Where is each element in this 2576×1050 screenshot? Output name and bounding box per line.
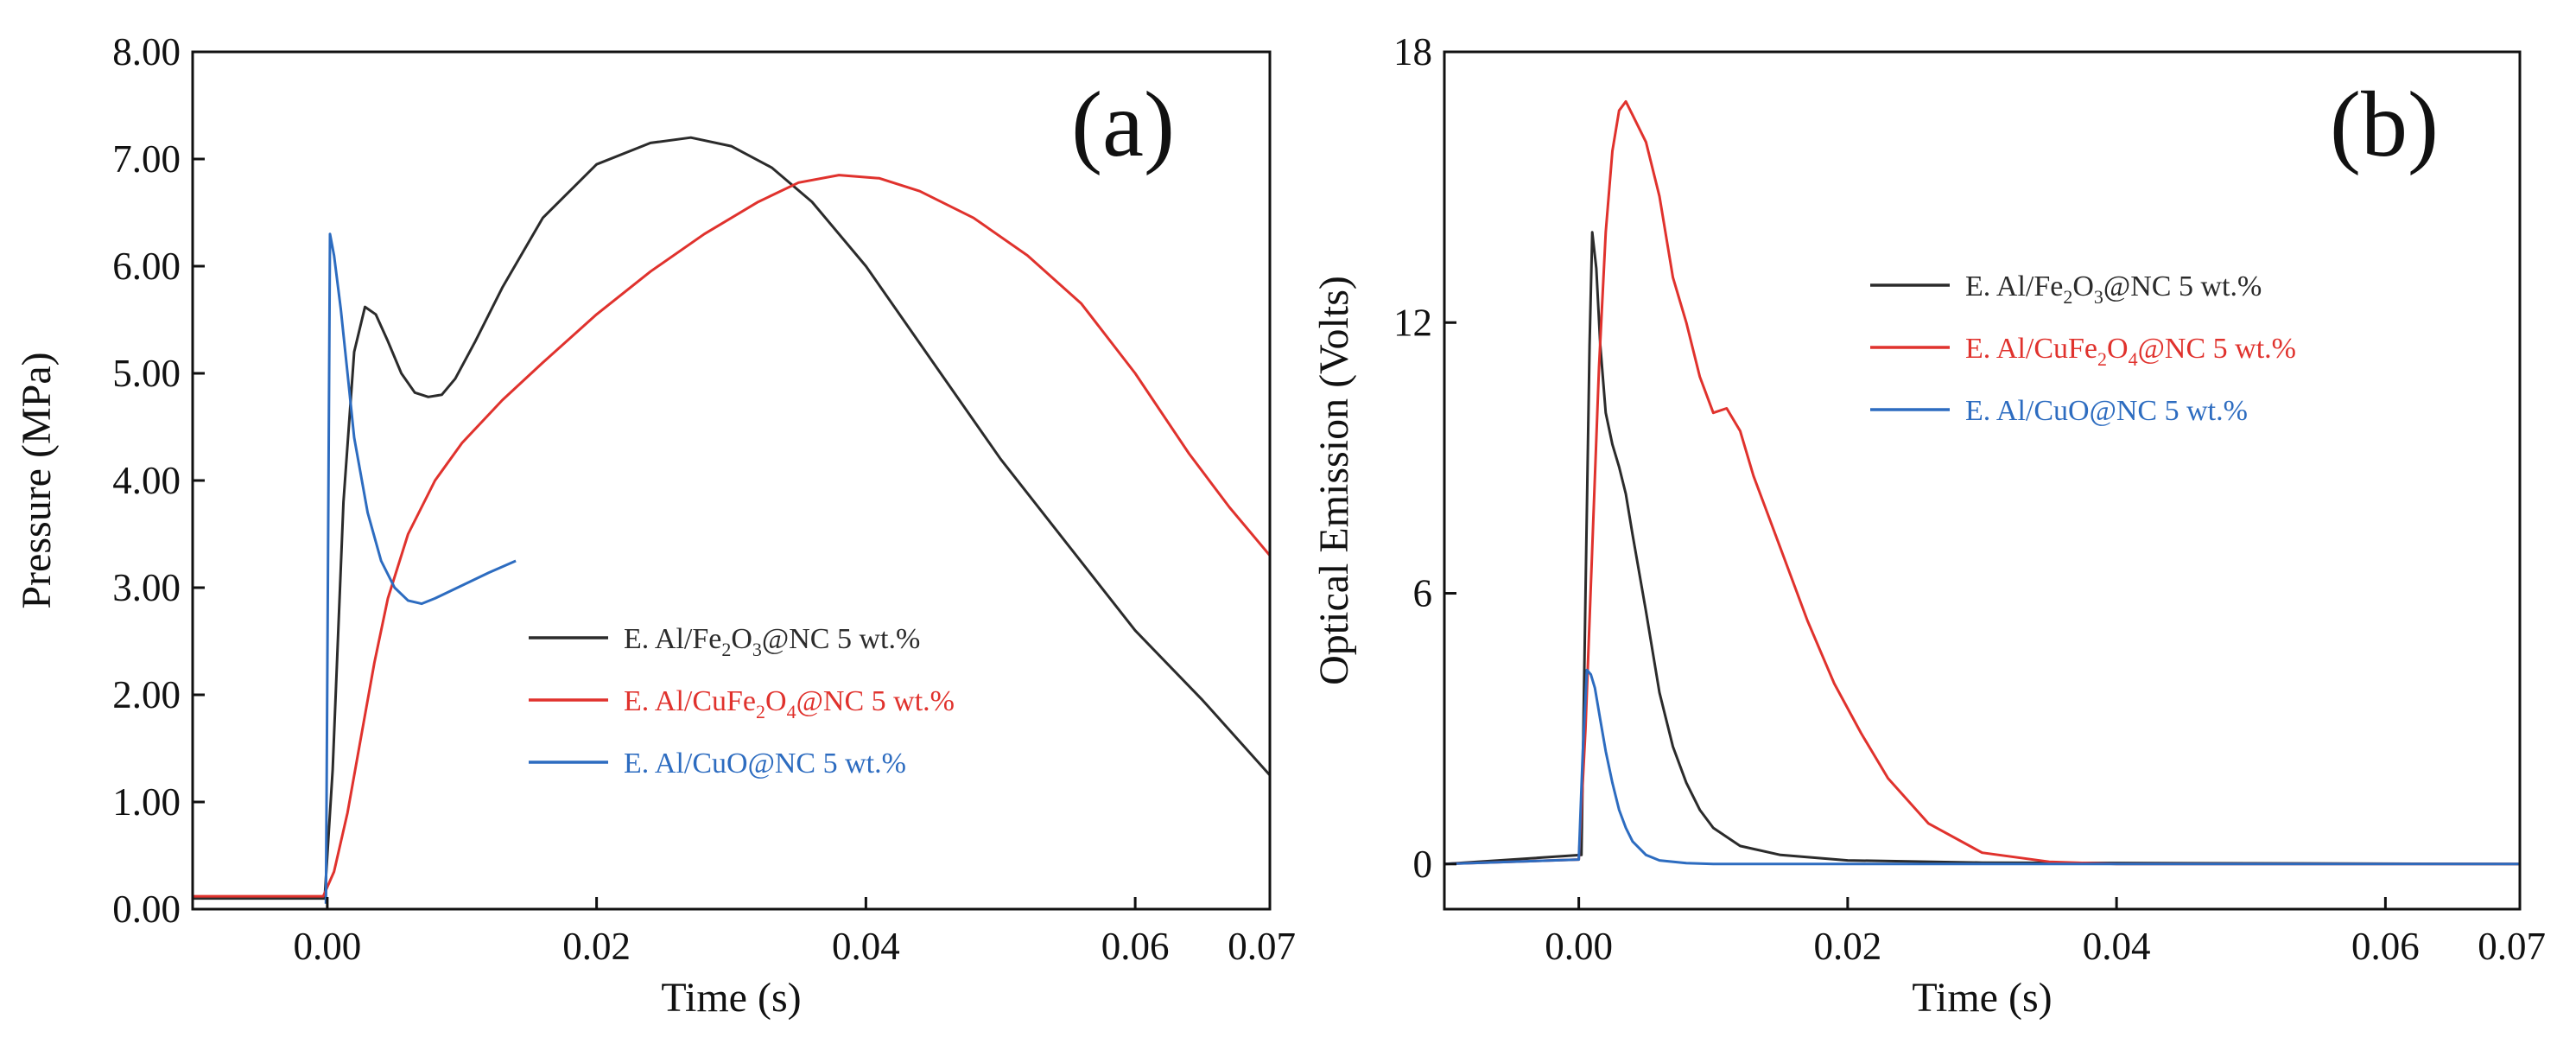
y-tick-label: 1.00: [112, 780, 181, 824]
y-tick-label: 2.00: [112, 673, 181, 716]
legend: E. Al/Fe2O3@NC 5 wt.% E. Al/CuFe2O4@NC 5 …: [529, 623, 955, 780]
y-tick-label: 6.00: [112, 245, 181, 288]
plot-frame: [1443, 50, 2522, 911]
y-tick-label: 0: [1413, 843, 1433, 886]
y-tick-label: 3.00: [112, 566, 181, 609]
x-tick-label: 0.04: [2083, 925, 2151, 968]
y-axis-title: Optical Emission (Volts): [1311, 276, 1357, 685]
legend-entry: E. Al/Fe2O3@NC 5 wt.%: [624, 623, 920, 660]
series-line-2: [193, 174, 1270, 898]
y-axis-title: Pressure (MPa): [14, 352, 60, 608]
series-line-2: [1444, 99, 2520, 866]
legend-entry: E. Al/CuO@NC 5 wt.%: [1965, 395, 2248, 427]
y-tick-label: 6: [1413, 572, 1433, 615]
legend-entry: E. Al/Fe2O3@NC 5 wt.%: [1965, 270, 2262, 308]
panel-b-optical-emission-chart: 0 6 12 18 0.00 0.02 0.04 0.06 0.07 Time (s) Optica…: [1311, 30, 2546, 1021]
legend-entry: E. Al/CuFe2O4@NC 5 wt.%: [624, 685, 955, 722]
series-line-3: [1444, 668, 2520, 866]
x-tick-label: 0.07: [2478, 925, 2546, 968]
legend-entry: E. Al/CuO@NC 5 wt.%: [624, 748, 906, 780]
series-line-3: [324, 232, 517, 904]
x-axis-title: Time (s): [1912, 975, 2052, 1021]
y-tick-label: 12: [1393, 301, 1432, 344]
series-lines: [1444, 99, 2520, 866]
panel-label: (b): [2330, 73, 2439, 176]
y-tick-label: 8.00: [112, 30, 181, 73]
y-tick-label: 0.00: [112, 888, 181, 931]
y-tick-label: 18: [1393, 30, 1432, 73]
y-tick-label: 4.00: [112, 459, 181, 502]
series-line-1: [193, 136, 1270, 900]
x-tick-label: 0.06: [1101, 925, 1170, 968]
legend-entry: E. Al/CuFe2O4@NC 5 wt.%: [1965, 333, 2296, 370]
legend: E. Al/Fe2O3@NC 5 wt.% E. Al/CuFe2O4@NC 5 …: [1870, 270, 2296, 427]
x-axis-title: Time (s): [661, 975, 801, 1021]
x-tick-label: 0.00: [294, 925, 362, 968]
x-tick-label: 0.02: [1814, 925, 1882, 968]
panel-label: (a): [1071, 73, 1175, 176]
series-line-1: [1444, 231, 2520, 866]
x-tick-label: 0.00: [1545, 925, 1613, 968]
x-tick-label: 0.04: [832, 925, 900, 968]
x-tick-label: 0.06: [2351, 925, 2420, 968]
y-tick-label: 7.00: [112, 137, 181, 181]
panel-a-pressure-chart: 0.00 1.00 2.00 3.00 4.00 5.00 6.00 7.00 8.00 0.00…: [14, 30, 1296, 1021]
y-tick-label: 5.00: [112, 352, 181, 395]
x-tick-label: 0.07: [1228, 925, 1296, 968]
x-tick-label: 0.02: [562, 925, 631, 968]
series-lines: [193, 136, 1270, 904]
